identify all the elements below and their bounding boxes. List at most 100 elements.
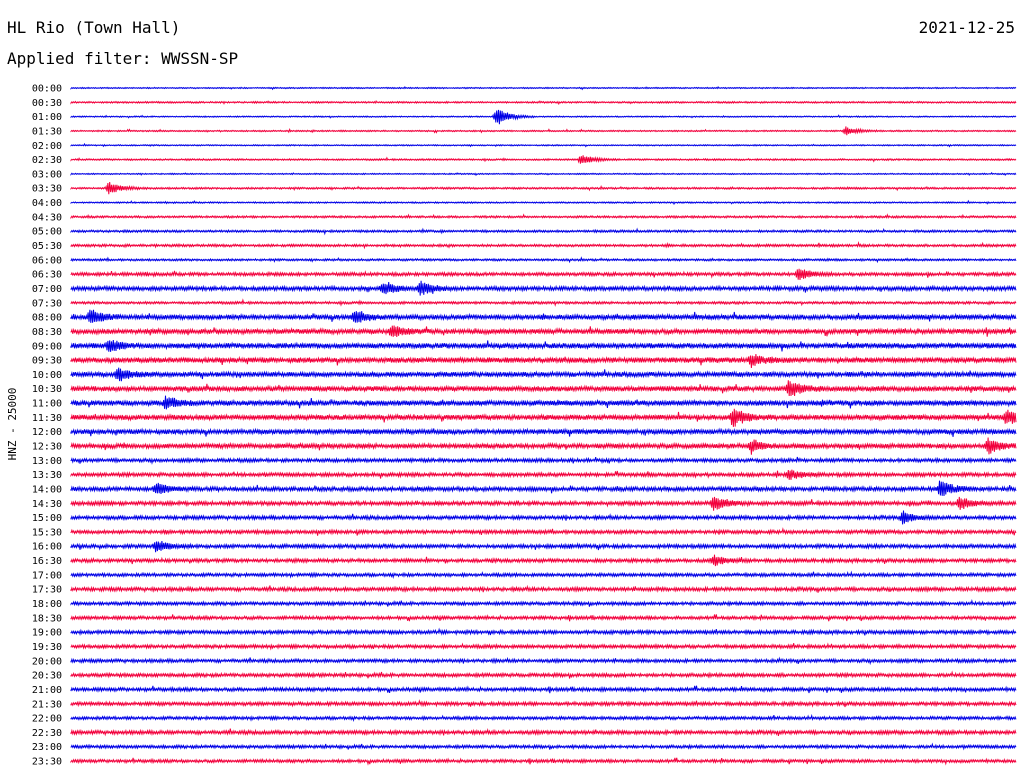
- trace-row-1130: [70, 408, 1017, 427]
- trace-row-1000: [70, 367, 1017, 382]
- row-time-label: 15:00: [32, 513, 62, 524]
- row-time-label: 03:30: [32, 184, 62, 195]
- row-time-label: 04:00: [32, 198, 62, 209]
- trace-row-0900: [70, 340, 1017, 352]
- trace-row-1800: [70, 599, 1017, 608]
- trace-row-1530: [70, 527, 1017, 536]
- trace-row-0930: [70, 354, 1017, 368]
- trace-row-0100: [70, 109, 1017, 125]
- row-time-label: 23:00: [32, 742, 62, 753]
- trace-row-1300: [70, 456, 1017, 465]
- row-time-label: 09:00: [32, 341, 62, 352]
- row-time-label: 07:30: [32, 298, 62, 309]
- trace-row-1930: [70, 642, 1017, 651]
- trace-row-0330: [70, 182, 1017, 195]
- trace-row-1630: [70, 554, 1017, 567]
- station-title: HL Rio (Town Hall): [7, 18, 181, 37]
- trace-row-0230: [70, 155, 1017, 164]
- row-time-label: 01:30: [32, 126, 62, 137]
- row-time-label: 00:30: [32, 98, 62, 109]
- trace-row-2330: [70, 757, 1017, 766]
- row-time-label: 18:00: [32, 599, 62, 610]
- y-axis-label: HNZ - 25000: [6, 388, 19, 461]
- trace-row-0530: [70, 240, 1017, 250]
- row-time-label: 11:30: [32, 413, 62, 424]
- trace-row-1330: [70, 469, 1017, 480]
- row-time-label: 13:30: [32, 470, 62, 481]
- row-time-label: 22:30: [32, 728, 62, 739]
- trace-row-0600: [70, 256, 1017, 264]
- trace-row-1230: [70, 437, 1017, 455]
- row-time-label: 02:00: [32, 141, 62, 152]
- row-time-label: 08:30: [32, 327, 62, 338]
- row-time-label: 09:30: [32, 356, 62, 367]
- trace-row-1900: [70, 627, 1017, 637]
- row-time-label: 10:30: [32, 384, 62, 395]
- row-time-label: 05:30: [32, 241, 62, 252]
- trace-row-1200: [70, 427, 1017, 437]
- trace-row-2000: [70, 656, 1017, 666]
- row-time-label: 00:00: [32, 84, 62, 95]
- row-time-label: 11:00: [32, 399, 62, 410]
- row-time-label: 12:30: [32, 442, 62, 453]
- trace-row-2130: [70, 699, 1017, 708]
- trace-row-1100: [70, 395, 1017, 410]
- row-time-label: 20:00: [32, 656, 62, 667]
- row-time-label: 21:30: [32, 699, 62, 710]
- row-time-label: 20:30: [32, 671, 62, 682]
- trace-row-0000: [70, 86, 1017, 91]
- row-time-label: 12:00: [32, 427, 62, 438]
- trace-row-0300: [70, 171, 1017, 177]
- date-label: 2021-12-25: [918, 18, 1015, 37]
- trace-row-1830: [70, 614, 1017, 622]
- trace-row-0630: [70, 268, 1017, 280]
- trace-row-2230: [70, 727, 1017, 737]
- trace-row-2300: [70, 742, 1017, 751]
- trace-row-0700: [70, 280, 1017, 296]
- row-time-label: 08:00: [32, 313, 62, 324]
- trace-row-1730: [70, 584, 1017, 594]
- row-time-labels: 00:00 00:30 01:00 01:30 02:00 02:30 03:00 03:30…: [32, 84, 62, 768]
- trace-row-1600: [70, 540, 1017, 553]
- row-time-label: 13:00: [32, 456, 62, 467]
- trace-row-0130: [70, 126, 1017, 136]
- trace-row-2030: [70, 670, 1017, 679]
- row-time-label: 10:00: [32, 370, 62, 381]
- row-time-label: 06:00: [32, 255, 62, 266]
- row-time-label: 16:30: [32, 556, 62, 567]
- trace-row-0400: [70, 199, 1017, 206]
- trace-row-0030: [70, 99, 1017, 106]
- y-axis-title: HNZ - 25000: [6, 388, 19, 461]
- row-time-label: 22:00: [32, 714, 62, 725]
- row-time-label: 17:00: [32, 570, 62, 581]
- row-time-label: 07:00: [32, 284, 62, 295]
- row-time-label: 23:30: [32, 757, 62, 768]
- seismic-traces: [70, 86, 1017, 766]
- row-time-label: 14:30: [32, 499, 62, 510]
- trace-row-1430: [70, 496, 1017, 511]
- row-time-label: 01:00: [32, 112, 62, 123]
- trace-row-0730: [70, 298, 1017, 307]
- row-time-label: 16:00: [32, 542, 62, 553]
- row-time-label: 04:30: [32, 212, 62, 223]
- trace-row-0800: [70, 309, 1017, 323]
- filter-label: Applied filter: WWSSN-SP: [7, 49, 239, 68]
- row-time-label: 15:30: [32, 527, 62, 538]
- trace-row-2100: [70, 685, 1017, 694]
- trace-row-0500: [70, 227, 1017, 236]
- row-time-label: 06:30: [32, 270, 62, 281]
- row-time-label: 21:00: [32, 685, 62, 696]
- row-time-label: 19:30: [32, 642, 62, 653]
- trace-row-0830: [70, 325, 1017, 338]
- row-time-label: 18:30: [32, 613, 62, 624]
- trace-row-1700: [70, 570, 1017, 580]
- row-time-label: 19:00: [32, 628, 62, 639]
- trace-row-0200: [70, 142, 1017, 148]
- trace-row-2200: [70, 713, 1017, 722]
- row-time-label: 03:00: [32, 169, 62, 180]
- row-time-label: 17:30: [32, 585, 62, 596]
- trace-row-1400: [70, 480, 1017, 497]
- row-time-label: 05:00: [32, 227, 62, 238]
- trace-row-0430: [70, 213, 1017, 220]
